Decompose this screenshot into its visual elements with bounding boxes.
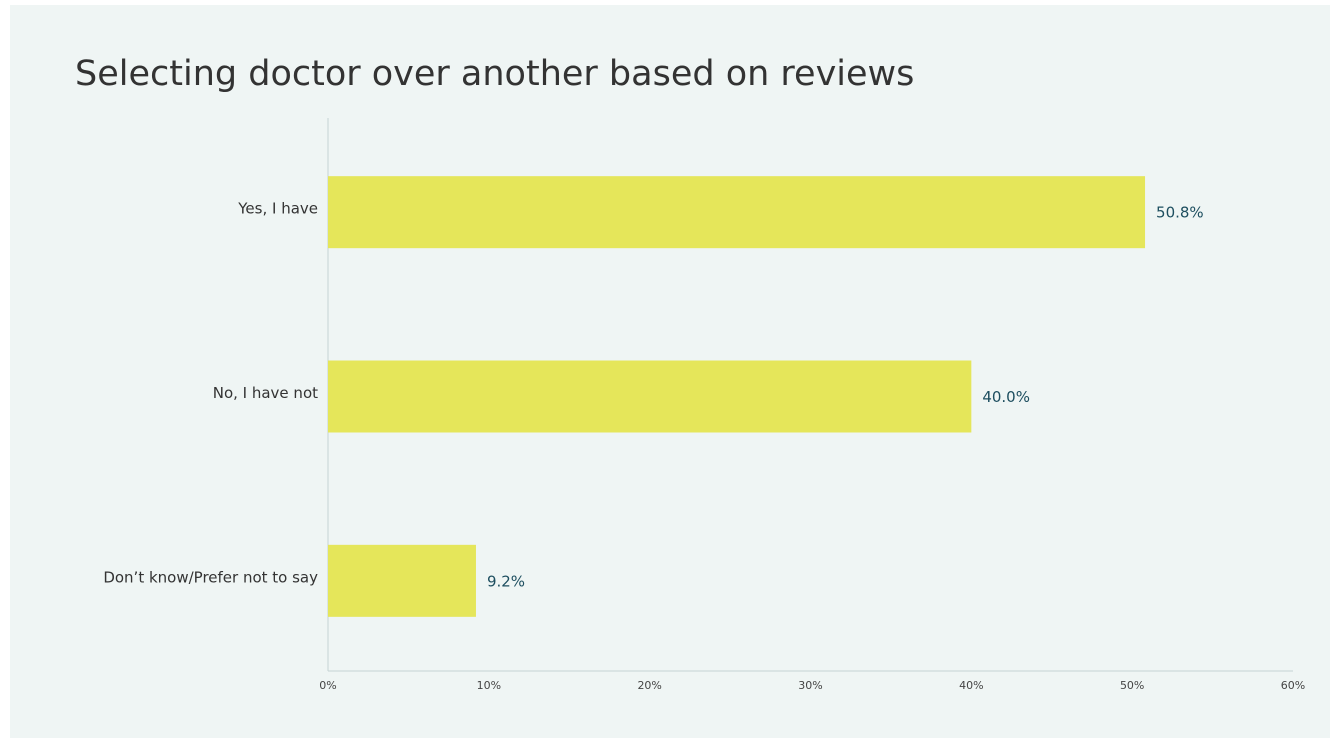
x-tick-label: 10% — [477, 679, 501, 692]
y-tick-label: Don’t know/Prefer not to say — [103, 568, 318, 586]
x-tick-label: 40% — [959, 679, 983, 692]
value-label: 50.8% — [1156, 204, 1204, 222]
bar — [328, 176, 1146, 249]
x-tick-label: 20% — [637, 679, 661, 692]
value-label: 40.0% — [982, 388, 1030, 406]
x-tick-label: 60% — [1281, 679, 1305, 692]
value-label: 9.2% — [487, 572, 525, 590]
x-tick-label: 0% — [319, 679, 336, 692]
bar — [328, 544, 476, 617]
bar — [328, 360, 972, 433]
x-tick-label: 50% — [1120, 679, 1144, 692]
y-tick-label: Yes, I have — [237, 200, 318, 218]
y-tick-label: No, I have not — [213, 384, 318, 402]
chart-title: Selecting doctor over another based on r… — [75, 54, 914, 94]
x-tick-label: 30% — [798, 679, 822, 692]
